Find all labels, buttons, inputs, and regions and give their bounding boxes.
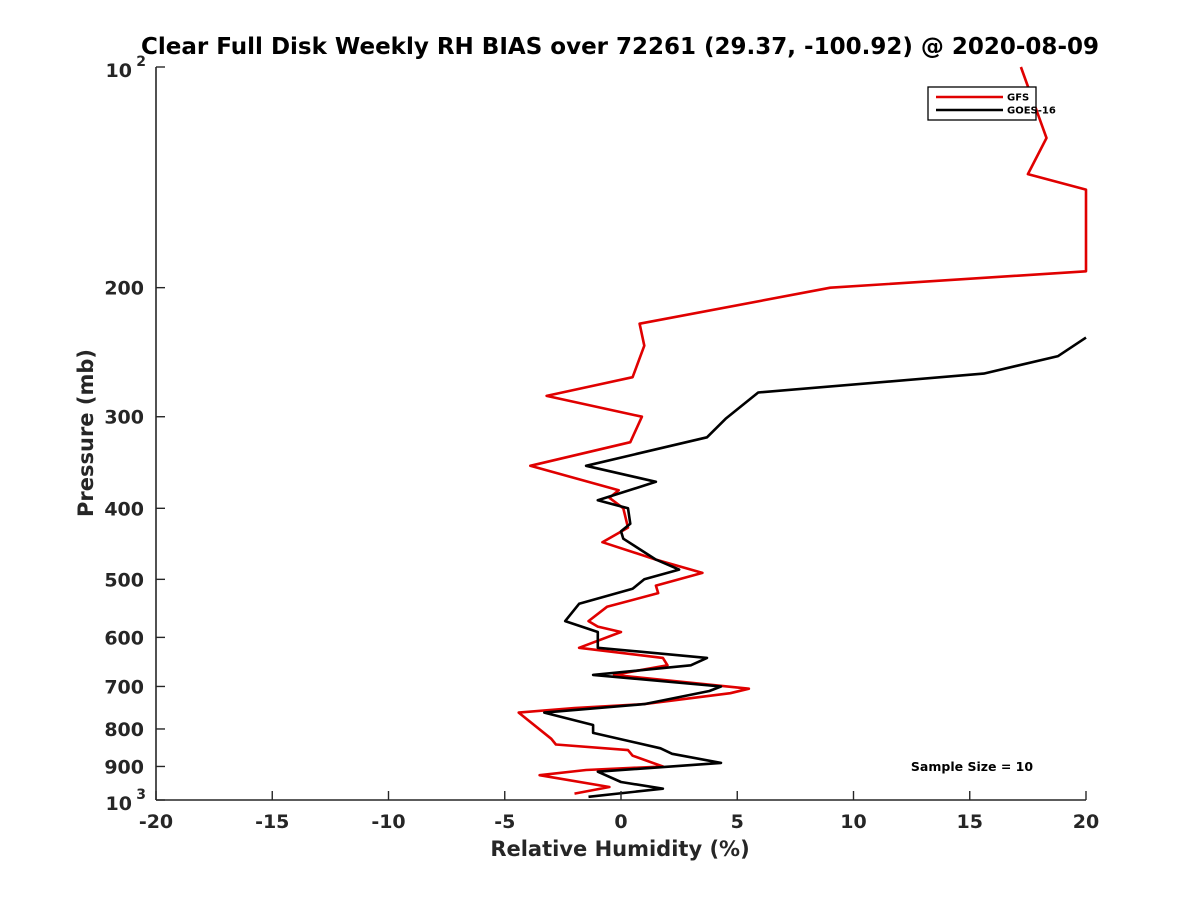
y-tick-label: 600	[104, 627, 144, 649]
x-axis-label: Relative Humidity (%)	[490, 837, 749, 861]
legend-label: GFS	[1007, 93, 1029, 104]
x-tick-label: 15	[957, 811, 983, 833]
legend: GFS GOES-16	[927, 86, 1056, 121]
series-line-gfs	[517, 66, 1088, 795]
y-tick-label: 300	[104, 407, 144, 429]
x-tick-label: 0	[614, 811, 627, 833]
y-tick-label: 400	[104, 498, 144, 520]
plot-lines	[517, 66, 1088, 799]
x-tick-label: 10	[840, 811, 866, 833]
x-tick-label: -5	[494, 811, 515, 833]
x-axis-ticks: -20 -15 -10 -5 0 5 10 15 20	[139, 791, 1099, 833]
y-tick-label: 500	[104, 569, 144, 591]
chart-title: Clear Full Disk Weekly RH BIAS over 7226…	[141, 34, 1099, 60]
x-tick-label: -15	[255, 811, 289, 833]
y-tick-label: 700	[104, 676, 144, 698]
x-tick-label: 5	[731, 811, 744, 833]
y-tick-label-exponent: 2	[136, 54, 146, 70]
y-tick-label: 800	[104, 719, 144, 741]
x-tick-label: 20	[1073, 811, 1099, 833]
y-tick-label: 900	[104, 756, 144, 778]
legend-label: GOES-16	[1007, 106, 1056, 117]
y-tick-label: 200	[104, 278, 144, 300]
y-axis-label: Pressure (mb)	[74, 349, 98, 517]
series-line-goes-16	[542, 336, 1087, 799]
y-tick-label: 10	[106, 60, 132, 82]
sample-size-annotation: Sample Size = 10	[911, 759, 1033, 774]
x-tick-label: -10	[371, 811, 405, 833]
legend-box	[927, 86, 1037, 121]
y-tick-label: 10	[106, 793, 132, 815]
x-tick-label: -20	[139, 811, 173, 833]
y-tick-label-exponent: 3	[136, 787, 146, 803]
